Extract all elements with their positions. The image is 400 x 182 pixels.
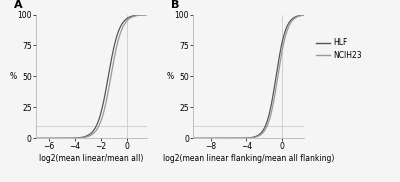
X-axis label: log2(mean linear flanking/mean all flanking): log2(mean linear flanking/mean all flank… xyxy=(163,154,334,163)
Text: B: B xyxy=(171,0,180,10)
X-axis label: log2(mean linear/mean all): log2(mean linear/mean all) xyxy=(39,154,144,163)
Text: A: A xyxy=(14,0,22,10)
Y-axis label: %: % xyxy=(167,72,174,81)
Y-axis label: %: % xyxy=(10,72,17,81)
Legend: HLF, NCIH23: HLF, NCIH23 xyxy=(313,35,365,63)
